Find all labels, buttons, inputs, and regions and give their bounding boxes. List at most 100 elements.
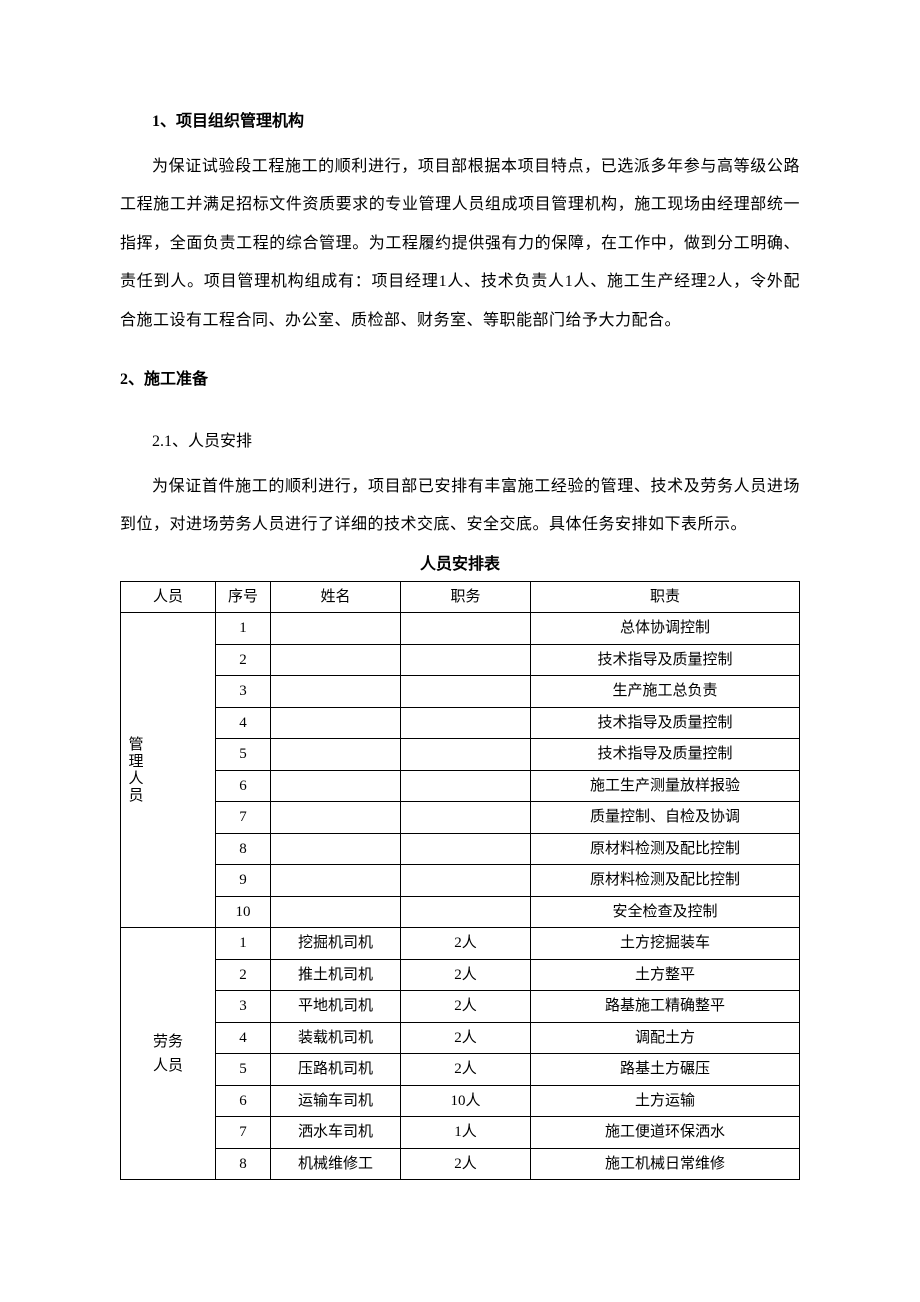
th-position: 职务 [401,581,531,613]
cell-name [271,707,401,739]
cell-num: 8 [216,833,271,865]
table-row: 6 运输车司机 10人 土方运输 [121,1085,800,1117]
table-header-row: 人员 序号 姓名 职务 职责 [121,581,800,613]
table-body: 管理人员 1 总体协调控制 2 技术指导及质量控制 3 生产施工总负责 4 技术… [121,613,800,1180]
cell-pos: 2人 [401,991,531,1023]
cell-pos [401,707,531,739]
cell-num: 5 [216,1054,271,1086]
cell-duty: 技术指导及质量控制 [531,644,800,676]
cell-duty: 生产施工总负责 [531,676,800,708]
cell-pos [401,676,531,708]
cell-pos: 2人 [401,1054,531,1086]
cell-duty: 安全检查及控制 [531,896,800,928]
cell-name [271,802,401,834]
section1-title: 1、项目组织管理机构 [120,110,800,134]
cell-pos [401,770,531,802]
table-row: 5 技术指导及质量控制 [121,739,800,771]
cell-name: 运输车司机 [271,1085,401,1117]
personnel-table: 人员 序号 姓名 职务 职责 管理人员 1 总体协调控制 2 技术指导及质量控制… [120,581,800,1181]
cell-pos [401,739,531,771]
table-row: 7 质量控制、自检及协调 [121,802,800,834]
cell-pos: 2人 [401,959,531,991]
cell-name [271,865,401,897]
cell-num: 9 [216,865,271,897]
cell-duty: 原材料检测及配比控制 [531,865,800,897]
table-row: 5 压路机司机 2人 路基土方碾压 [121,1054,800,1086]
cell-pos: 10人 [401,1085,531,1117]
table-row: 3 平地机司机 2人 路基施工精确整平 [121,991,800,1023]
cell-num: 6 [216,770,271,802]
cell-num: 4 [216,1022,271,1054]
cell-num: 6 [216,1085,271,1117]
cell-duty: 施工生产测量放样报验 [531,770,800,802]
cell-num: 7 [216,1117,271,1149]
cell-num: 1 [216,928,271,960]
cell-num: 4 [216,707,271,739]
section2-title: 2、施工准备 [120,368,800,392]
cell-name: 压路机司机 [271,1054,401,1086]
table-row: 8 机械维修工 2人 施工机械日常维修 [121,1148,800,1180]
cell-num: 8 [216,1148,271,1180]
cell-duty: 技术指导及质量控制 [531,707,800,739]
table-row: 4 技术指导及质量控制 [121,707,800,739]
cell-pos: 1人 [401,1117,531,1149]
group2-label-cell: 劳务人员 [121,928,216,1180]
cell-num: 7 [216,802,271,834]
cell-duty: 土方挖掘装车 [531,928,800,960]
cell-duty: 技术指导及质量控制 [531,739,800,771]
cell-num: 10 [216,896,271,928]
cell-name: 洒水车司机 [271,1117,401,1149]
cell-num: 3 [216,991,271,1023]
table-row: 6 施工生产测量放样报验 [121,770,800,802]
table-row: 管理人员 1 总体协调控制 [121,613,800,645]
cell-name [271,896,401,928]
group2-label: 劳务人员 [123,1030,213,1078]
cell-pos [401,896,531,928]
table-row: 2 技术指导及质量控制 [121,644,800,676]
cell-pos: 2人 [401,1148,531,1180]
section2-sub1-title: 2.1、人员安排 [120,430,800,454]
group1-label: 管理人员 [123,736,146,804]
th-duty: 职责 [531,581,800,613]
cell-pos [401,613,531,645]
cell-pos: 2人 [401,1022,531,1054]
cell-duty: 总体协调控制 [531,613,800,645]
table-caption: 人员安排表 [120,553,800,577]
cell-duty: 施工便道环保洒水 [531,1117,800,1149]
cell-name: 挖掘机司机 [271,928,401,960]
cell-name: 推土机司机 [271,959,401,991]
cell-duty: 施工机械日常维修 [531,1148,800,1180]
cell-duty: 质量控制、自检及协调 [531,802,800,834]
cell-num: 2 [216,959,271,991]
table-row: 劳务人员 1 挖掘机司机 2人 土方挖掘装车 [121,928,800,960]
th-number: 序号 [216,581,271,613]
cell-pos [401,833,531,865]
cell-name [271,613,401,645]
cell-duty: 路基施工精确整平 [531,991,800,1023]
cell-pos [401,865,531,897]
section2-sub1-paragraph: 为保证首件施工的顺利进行，项目部已安排有丰富施工经验的管理、技术及劳务人员进场到… [120,468,800,545]
cell-name [271,770,401,802]
section1-paragraph: 为保证试验段工程施工的顺利进行，项目部根据本项目特点，已选派多年参与高等级公路工… [120,148,800,340]
cell-name [271,833,401,865]
cell-num: 1 [216,613,271,645]
cell-duty: 土方运输 [531,1085,800,1117]
table-row: 4 装载机司机 2人 调配土方 [121,1022,800,1054]
cell-name: 装载机司机 [271,1022,401,1054]
cell-num: 2 [216,644,271,676]
table-row: 10 安全检查及控制 [121,896,800,928]
group1-label-cell: 管理人员 [121,613,216,928]
table-row: 9 原材料检测及配比控制 [121,865,800,897]
table-row: 2 推土机司机 2人 土方整平 [121,959,800,991]
cell-num: 3 [216,676,271,708]
cell-name [271,739,401,771]
table-row: 7 洒水车司机 1人 施工便道环保洒水 [121,1117,800,1149]
th-name: 姓名 [271,581,401,613]
cell-num: 5 [216,739,271,771]
cell-name [271,676,401,708]
table-row: 8 原材料检测及配比控制 [121,833,800,865]
cell-name [271,644,401,676]
cell-duty: 路基土方碾压 [531,1054,800,1086]
cell-duty: 原材料检测及配比控制 [531,833,800,865]
cell-pos [401,802,531,834]
